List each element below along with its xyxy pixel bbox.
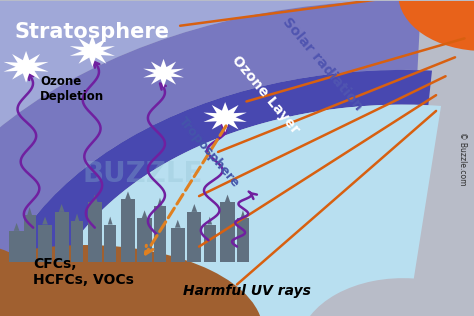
Polygon shape (42, 217, 48, 224)
Polygon shape (70, 35, 115, 67)
Polygon shape (108, 217, 112, 224)
Ellipse shape (0, 245, 43, 316)
Polygon shape (154, 206, 166, 262)
Polygon shape (157, 198, 162, 206)
Polygon shape (237, 218, 249, 262)
Polygon shape (121, 199, 135, 262)
Polygon shape (240, 210, 246, 218)
Polygon shape (92, 195, 98, 203)
Text: Harmful UV rays: Harmful UV rays (182, 284, 310, 298)
Wedge shape (0, 70, 432, 316)
Text: Ozone Layer: Ozone Layer (229, 53, 302, 137)
Circle shape (398, 0, 474, 51)
Polygon shape (137, 218, 152, 262)
Polygon shape (14, 223, 19, 231)
Polygon shape (225, 195, 230, 203)
Polygon shape (142, 210, 147, 218)
Polygon shape (187, 212, 201, 262)
Wedge shape (0, 1, 421, 316)
Text: CFCs,
HCFCs, VOCs: CFCs, HCFCs, VOCs (33, 257, 134, 287)
Polygon shape (104, 224, 116, 262)
Polygon shape (143, 59, 184, 87)
Wedge shape (0, 0, 403, 316)
Text: Troposphere: Troposphere (175, 114, 242, 190)
Polygon shape (207, 217, 212, 224)
Polygon shape (3, 51, 49, 82)
Polygon shape (204, 224, 216, 262)
Polygon shape (220, 203, 235, 262)
Polygon shape (71, 221, 83, 262)
Polygon shape (55, 212, 69, 262)
Polygon shape (24, 215, 36, 262)
Text: Ozone
Depletion: Ozone Depletion (40, 75, 104, 103)
Wedge shape (39, 105, 441, 316)
Text: Solar radiation: Solar radiation (280, 15, 365, 113)
Text: Stratosphere: Stratosphere (14, 22, 169, 42)
Text: © Buzzle.com: © Buzzle.com (458, 131, 466, 185)
Polygon shape (88, 203, 102, 262)
Polygon shape (171, 228, 185, 262)
Polygon shape (175, 220, 181, 228)
Polygon shape (38, 224, 52, 262)
Ellipse shape (0, 245, 263, 316)
Text: BUZZLE: BUZZLE (82, 160, 202, 188)
Polygon shape (191, 204, 197, 212)
Polygon shape (75, 214, 79, 221)
Polygon shape (59, 204, 64, 212)
Polygon shape (203, 102, 247, 132)
Polygon shape (9, 231, 24, 262)
Polygon shape (27, 207, 32, 215)
Polygon shape (125, 191, 131, 199)
